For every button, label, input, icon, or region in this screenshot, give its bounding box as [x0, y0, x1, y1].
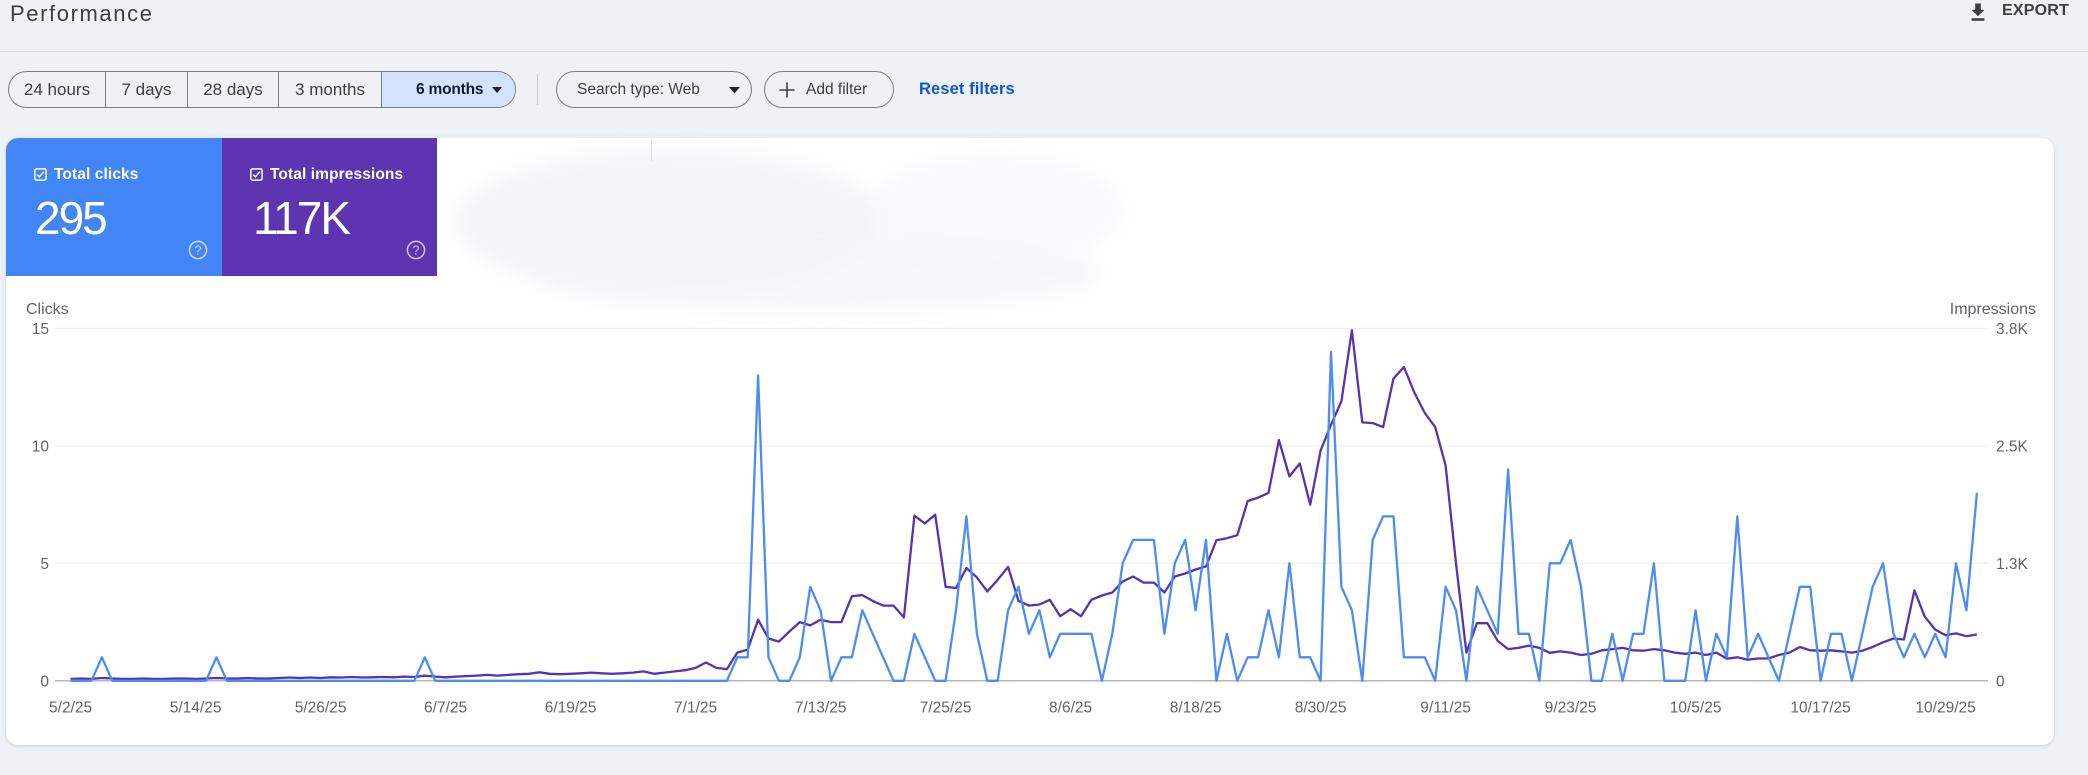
svg-text:1.3K: 1.3K	[1996, 556, 2029, 573]
svg-text:15: 15	[32, 321, 49, 338]
svg-text:5: 5	[40, 556, 49, 573]
svg-text:2.5K: 2.5K	[1996, 438, 2029, 455]
svg-text:5/2/25: 5/2/25	[49, 700, 92, 717]
svg-text:6/19/25: 6/19/25	[545, 700, 597, 717]
svg-text:?: ?	[195, 244, 202, 258]
svg-text:8/6/25: 8/6/25	[1049, 700, 1092, 717]
svg-text:6/7/25: 6/7/25	[424, 700, 467, 717]
svg-text:10/5/25: 10/5/25	[1670, 700, 1722, 717]
svg-text:10: 10	[32, 438, 50, 455]
svg-text:5/14/25: 5/14/25	[170, 700, 222, 717]
svg-text:7/25/25: 7/25/25	[920, 700, 972, 717]
svg-text:10/17/25: 10/17/25	[1790, 700, 1850, 717]
svg-text:3.8K: 3.8K	[1996, 321, 2029, 338]
svg-text:10/29/25: 10/29/25	[1915, 700, 1975, 717]
svg-text:7/1/25: 7/1/25	[674, 700, 717, 717]
svg-text:Impressions: Impressions	[1950, 301, 2036, 318]
svg-text:7/13/25: 7/13/25	[795, 700, 847, 717]
svg-text:8/18/25: 8/18/25	[1170, 700, 1222, 717]
svg-text:9/11/25: 9/11/25	[1420, 700, 1471, 717]
svg-text:?: ?	[413, 244, 420, 258]
svg-text:5/26/25: 5/26/25	[295, 700, 347, 717]
svg-text:9/23/25: 9/23/25	[1545, 700, 1597, 717]
svg-text:0: 0	[40, 673, 49, 690]
svg-text:Clicks: Clicks	[26, 301, 69, 318]
svg-text:0: 0	[1996, 673, 2005, 690]
svg-text:8/30/25: 8/30/25	[1295, 700, 1347, 717]
